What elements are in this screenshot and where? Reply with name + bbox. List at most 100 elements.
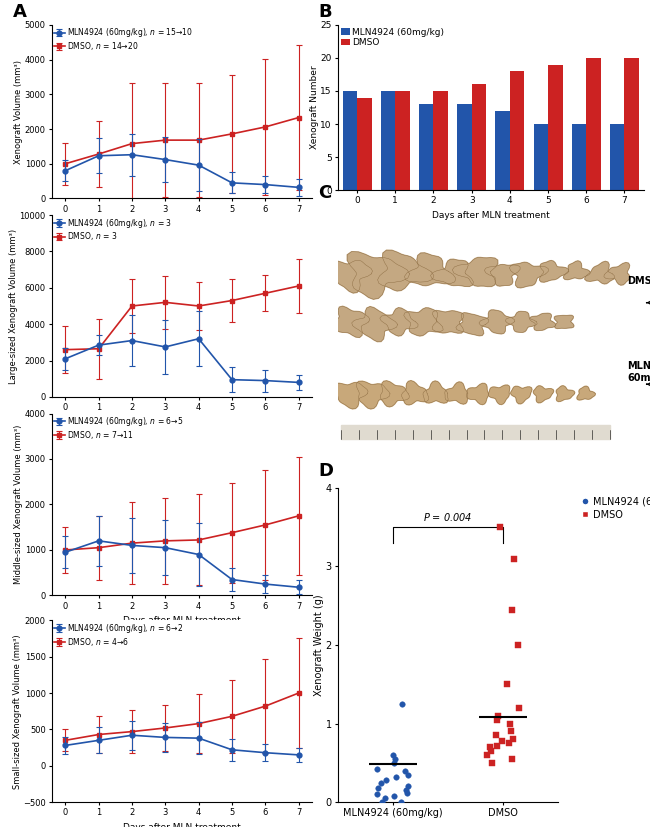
Bar bbox=[572, 124, 586, 190]
Bar bbox=[534, 124, 548, 190]
Y-axis label: Xenograft Number: Xenograft Number bbox=[310, 65, 319, 150]
Point bbox=[491, 729, 501, 742]
Point bbox=[508, 733, 519, 746]
Polygon shape bbox=[604, 263, 630, 285]
Legend: MLN4924 (60mg/kg), $n$ = 3, DMSO, $n$ = 3: MLN4924 (60mg/kg), $n$ = 3, DMSO, $n$ = … bbox=[53, 217, 172, 242]
Y-axis label: Middle-sized Xenograft Volume (mm³): Middle-sized Xenograft Volume (mm³) bbox=[14, 425, 23, 584]
Polygon shape bbox=[488, 385, 510, 404]
Polygon shape bbox=[432, 310, 464, 333]
Text: B: B bbox=[318, 2, 332, 21]
Point bbox=[380, 791, 391, 805]
Polygon shape bbox=[540, 261, 569, 282]
Point bbox=[376, 796, 387, 809]
Polygon shape bbox=[378, 251, 434, 291]
Polygon shape bbox=[452, 257, 498, 286]
Bar bbox=[343, 91, 357, 190]
Polygon shape bbox=[484, 265, 520, 286]
Polygon shape bbox=[511, 386, 532, 404]
Legend: MLN4924 (60mg/kg), DMSO: MLN4924 (60mg/kg), DMSO bbox=[576, 493, 650, 523]
Y-axis label: Small-sized Xenograft Volume (mm³): Small-sized Xenograft Volume (mm³) bbox=[12, 634, 21, 788]
Bar bbox=[495, 111, 510, 190]
Polygon shape bbox=[402, 380, 429, 405]
Point bbox=[504, 737, 514, 750]
Point bbox=[389, 756, 399, 769]
Point bbox=[396, 697, 407, 710]
Bar bbox=[472, 84, 486, 190]
Point bbox=[513, 638, 523, 652]
Legend: MLN4924 (60mg/kg), $n$ = 15→10, DMSO, $n$ = 14→20: MLN4924 (60mg/kg), $n$ = 15→10, DMSO, $n… bbox=[53, 26, 194, 52]
Point bbox=[389, 789, 399, 802]
Point bbox=[506, 753, 517, 766]
Polygon shape bbox=[356, 381, 390, 409]
Polygon shape bbox=[347, 251, 410, 299]
Polygon shape bbox=[556, 386, 575, 401]
Point bbox=[487, 756, 497, 769]
Polygon shape bbox=[380, 380, 410, 407]
Y-axis label: Large-sized Xenograft Volume (mm³): Large-sized Xenograft Volume (mm³) bbox=[9, 228, 18, 384]
Polygon shape bbox=[577, 386, 595, 400]
Text: DMSO: DMSO bbox=[627, 276, 650, 286]
Point bbox=[482, 748, 492, 762]
Point bbox=[400, 764, 410, 777]
Polygon shape bbox=[430, 259, 473, 286]
Bar bbox=[434, 91, 448, 190]
Point bbox=[485, 741, 495, 754]
Point bbox=[389, 753, 400, 766]
Polygon shape bbox=[554, 315, 574, 328]
Point bbox=[508, 552, 519, 566]
Polygon shape bbox=[534, 386, 554, 403]
Text: C: C bbox=[318, 184, 332, 203]
Polygon shape bbox=[404, 253, 456, 285]
Point bbox=[372, 782, 383, 795]
Point bbox=[387, 748, 398, 762]
Point bbox=[495, 521, 505, 534]
Bar bbox=[341, 425, 610, 439]
Point bbox=[401, 784, 411, 797]
X-axis label: Days after MLN treatment: Days after MLN treatment bbox=[123, 823, 241, 827]
Point bbox=[491, 739, 502, 753]
Point bbox=[376, 776, 386, 789]
X-axis label: Days after MLN treatment: Days after MLN treatment bbox=[123, 219, 241, 228]
Polygon shape bbox=[445, 382, 468, 404]
Bar bbox=[586, 58, 601, 190]
Polygon shape bbox=[333, 383, 368, 409]
Polygon shape bbox=[505, 312, 537, 332]
Bar bbox=[381, 91, 395, 190]
Legend: MLN4924 (60mg/kg), $n$ = 6→5, DMSO, $n$ = 7→11: MLN4924 (60mg/kg), $n$ = 6→5, DMSO, $n$ … bbox=[53, 415, 184, 441]
Polygon shape bbox=[404, 308, 443, 336]
X-axis label: Days after MLN treatment: Days after MLN treatment bbox=[432, 211, 550, 220]
Bar bbox=[625, 58, 639, 190]
Bar bbox=[457, 104, 472, 190]
Bar bbox=[610, 124, 625, 190]
Polygon shape bbox=[479, 310, 514, 334]
Polygon shape bbox=[328, 261, 372, 293]
X-axis label: Days after MLN treatment: Days after MLN treatment bbox=[123, 418, 241, 427]
Point bbox=[492, 709, 502, 723]
Point bbox=[371, 762, 382, 776]
Polygon shape bbox=[467, 384, 488, 404]
Point bbox=[504, 717, 515, 730]
Point bbox=[514, 701, 524, 715]
Point bbox=[506, 603, 517, 616]
Y-axis label: Xenograft Volume (mm³): Xenograft Volume (mm³) bbox=[14, 60, 23, 164]
Bar bbox=[419, 104, 434, 190]
Legend: MLN4924 (60mg/kg), DMSO: MLN4924 (60mg/kg), DMSO bbox=[341, 27, 445, 47]
X-axis label: Days after MLN treatment: Days after MLN treatment bbox=[123, 616, 241, 625]
Text: A: A bbox=[13, 2, 27, 21]
Point bbox=[492, 713, 502, 726]
Text: MLN4924
60mg/kg: MLN4924 60mg/kg bbox=[627, 361, 650, 383]
Point bbox=[506, 724, 516, 738]
Bar bbox=[548, 65, 562, 190]
Bar bbox=[357, 98, 372, 190]
Polygon shape bbox=[456, 313, 489, 336]
Legend: MLN4924 (60mg/kg), $n$ = 6→2, DMSO, $n$ = 4→6: MLN4924 (60mg/kg), $n$ = 6→2, DMSO, $n$ … bbox=[53, 622, 183, 648]
Bar bbox=[510, 71, 525, 190]
Polygon shape bbox=[352, 307, 398, 342]
Polygon shape bbox=[380, 308, 418, 336]
Point bbox=[403, 780, 413, 793]
Polygon shape bbox=[564, 261, 590, 280]
Polygon shape bbox=[510, 262, 549, 288]
Y-axis label: Xenograft Weight (g): Xenograft Weight (g) bbox=[314, 595, 324, 696]
Bar bbox=[395, 91, 410, 190]
Polygon shape bbox=[423, 381, 448, 403]
